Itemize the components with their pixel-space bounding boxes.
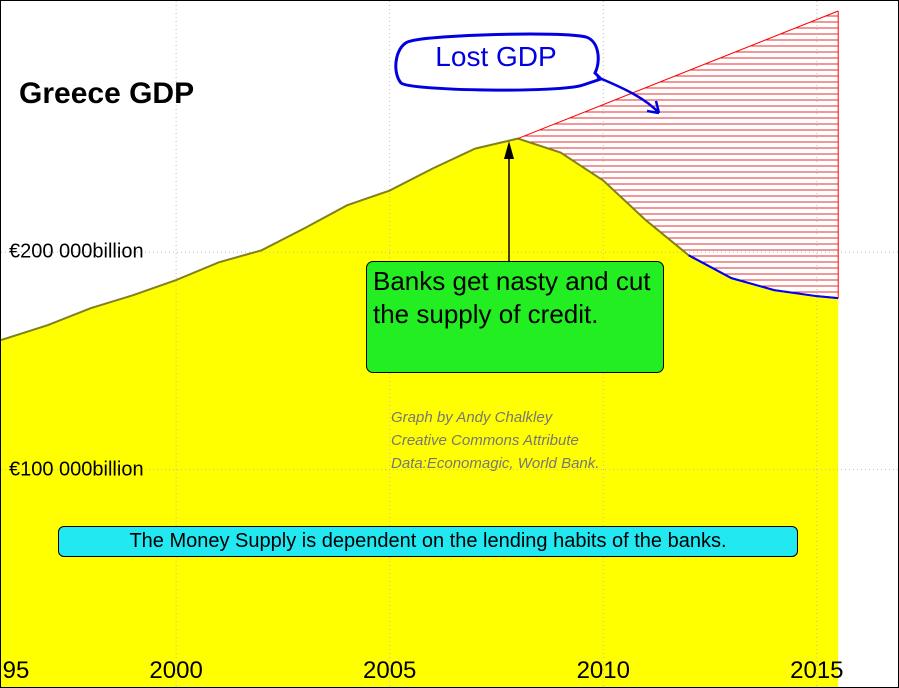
lost-area bbox=[517, 10, 839, 299]
credit-line: Graph by Andy Chalkley bbox=[391, 409, 553, 426]
trend-line bbox=[517, 10, 839, 140]
y-tick-label: €100 000billion bbox=[9, 458, 144, 481]
x-tick-label: 95 bbox=[2, 657, 30, 684]
credit: Graph by Andy Chalkley Creative Commons … bbox=[391, 406, 599, 475]
arrow-head bbox=[504, 141, 514, 159]
annotation-bubble-text: Lost GDP bbox=[435, 41, 557, 72]
x-tick-label: 2015 bbox=[790, 657, 844, 684]
x-tick-label: 2005 bbox=[362, 657, 417, 684]
x-tick-label: 2000 bbox=[149, 657, 203, 684]
x-tick-label: 2010 bbox=[576, 657, 630, 684]
annotation-box: Banks get nasty and cut the supply of cr… bbox=[366, 261, 664, 373]
chart-title: Greece GDP bbox=[19, 77, 195, 110]
bubble-arrow bbox=[596, 75, 661, 115]
annotation-box: The Money Supply is dependent on the len… bbox=[58, 526, 798, 557]
y-tick-label: €200 000billion bbox=[9, 240, 144, 263]
credit-line: Creative Commons Attribute bbox=[391, 432, 579, 449]
recent-line bbox=[688, 254, 839, 300]
credit-line: Data:Economagic, World Bank. bbox=[391, 455, 600, 472]
